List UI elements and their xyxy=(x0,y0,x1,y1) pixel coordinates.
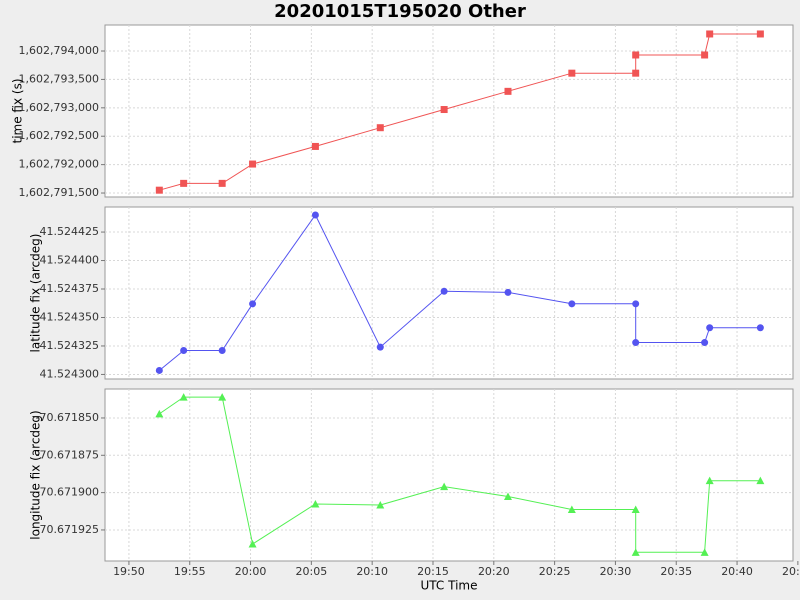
marker xyxy=(504,87,512,95)
y-tick-label: -70.671900 xyxy=(36,486,99,499)
marker xyxy=(180,179,188,187)
marker xyxy=(249,160,257,168)
series-line xyxy=(158,214,761,371)
marker xyxy=(756,324,764,332)
marker xyxy=(632,300,640,308)
marker xyxy=(701,339,709,347)
x-tick-label: 20:00 xyxy=(235,565,267,578)
marker xyxy=(632,51,640,59)
plot-area xyxy=(104,388,794,562)
marker xyxy=(503,492,512,500)
y-tick-label: 41.524425 xyxy=(40,225,100,238)
x-tick-label: 20:15 xyxy=(417,565,449,578)
y-axis-label: latitude fix (arcdeg) xyxy=(29,234,43,353)
x-tick-label: 20:10 xyxy=(356,565,388,578)
series-line xyxy=(159,33,761,191)
y-tick-label: 1,602,791,500 xyxy=(19,186,99,199)
marker xyxy=(311,499,320,508)
marker xyxy=(706,30,714,38)
marker xyxy=(631,548,640,556)
marker xyxy=(248,539,257,548)
y-tick-label: 41.524350 xyxy=(40,310,100,323)
marker xyxy=(180,347,188,355)
marker xyxy=(706,324,714,332)
y-tick-label: 41.524325 xyxy=(40,339,100,352)
marker xyxy=(504,288,512,296)
marker xyxy=(440,106,448,114)
y-tick-label: -70.671875 xyxy=(36,448,99,461)
plot-area xyxy=(104,24,794,198)
marker xyxy=(632,69,640,77)
marker xyxy=(155,366,163,374)
marker xyxy=(218,179,226,187)
y-axis-label: longitude fix (arcdeg) xyxy=(29,410,43,539)
marker xyxy=(632,339,640,347)
chart-title: 20201015T195020 Other xyxy=(274,1,526,22)
y-tick-label: 1,602,794,000 xyxy=(19,44,99,57)
marker xyxy=(701,51,709,59)
x-tick-label: 20:25 xyxy=(539,565,571,578)
y-tick-label: 41.524400 xyxy=(40,254,100,267)
marker xyxy=(218,347,226,355)
marker xyxy=(179,393,188,401)
marker xyxy=(218,393,227,401)
y-tick-label: 1,602,793,500 xyxy=(19,72,99,85)
x-tick-label: 19:50 xyxy=(113,565,145,578)
marker xyxy=(249,300,257,308)
marker xyxy=(756,476,765,485)
marker xyxy=(376,501,385,509)
x-tick-label: 19:55 xyxy=(174,565,206,578)
marker xyxy=(440,287,448,295)
marker xyxy=(376,124,384,132)
y-tick-label: -70.671850 xyxy=(36,411,99,424)
marker xyxy=(155,409,164,418)
y-tick-label: 41.524300 xyxy=(40,367,100,380)
marker xyxy=(311,142,319,150)
y-tick-label: -70.671925 xyxy=(36,523,99,536)
x-tick-label: 20:20 xyxy=(478,565,510,578)
marker xyxy=(756,30,764,38)
x-tick-label: 20:45 xyxy=(782,565,800,578)
y-tick-label: 1,602,793,000 xyxy=(19,101,99,114)
x-axis-label: UTC Time xyxy=(421,579,478,593)
y-tick-label: 41.524375 xyxy=(40,282,100,295)
x-tick-label: 20:40 xyxy=(721,565,753,578)
series-line xyxy=(159,396,761,553)
marker xyxy=(376,343,384,351)
y-tick-label: 1,602,792,500 xyxy=(19,129,99,142)
marker xyxy=(631,505,640,513)
marker xyxy=(311,211,319,219)
marker xyxy=(567,505,576,513)
x-tick-label: 20:30 xyxy=(600,565,632,578)
marker xyxy=(568,300,576,308)
x-tick-label: 20:05 xyxy=(296,565,328,578)
y-axis-label: time fix (s) xyxy=(11,78,25,143)
plot-area xyxy=(104,206,794,380)
x-tick-label: 20:35 xyxy=(660,565,692,578)
y-tick-label: 1,602,792,000 xyxy=(19,158,99,171)
marker xyxy=(440,482,449,491)
marker xyxy=(700,548,709,556)
marker xyxy=(155,186,163,194)
marker xyxy=(705,476,714,485)
marker xyxy=(568,69,576,77)
